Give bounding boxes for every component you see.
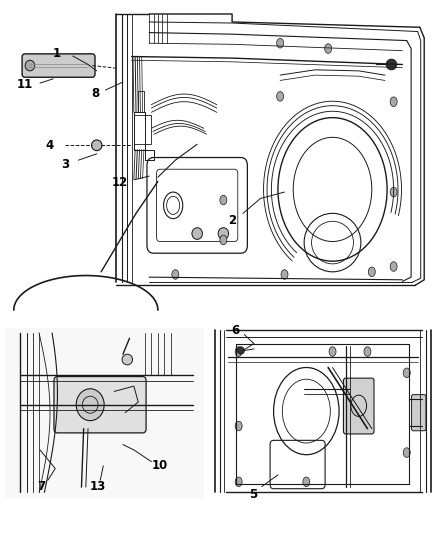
Text: 7: 7 bbox=[37, 480, 45, 493]
Ellipse shape bbox=[277, 38, 284, 48]
FancyBboxPatch shape bbox=[343, 378, 374, 434]
Text: 4: 4 bbox=[46, 139, 54, 152]
Ellipse shape bbox=[192, 228, 202, 239]
Ellipse shape bbox=[122, 354, 133, 365]
Text: 12: 12 bbox=[111, 176, 127, 189]
Text: 1: 1 bbox=[53, 47, 60, 60]
Ellipse shape bbox=[390, 97, 397, 107]
Text: 13: 13 bbox=[89, 480, 106, 493]
Ellipse shape bbox=[277, 92, 284, 101]
Ellipse shape bbox=[25, 60, 35, 71]
Text: 3: 3 bbox=[61, 158, 69, 171]
Ellipse shape bbox=[76, 389, 104, 421]
Text: 2: 2 bbox=[228, 214, 236, 227]
Ellipse shape bbox=[386, 59, 397, 70]
Text: 6: 6 bbox=[231, 324, 240, 337]
Ellipse shape bbox=[235, 477, 242, 487]
Ellipse shape bbox=[368, 267, 375, 277]
FancyBboxPatch shape bbox=[412, 394, 426, 431]
Ellipse shape bbox=[281, 270, 288, 279]
Ellipse shape bbox=[220, 195, 227, 205]
Ellipse shape bbox=[235, 421, 242, 431]
FancyBboxPatch shape bbox=[22, 54, 95, 77]
FancyBboxPatch shape bbox=[5, 328, 204, 498]
Text: 5: 5 bbox=[249, 488, 257, 500]
Ellipse shape bbox=[329, 347, 336, 357]
Ellipse shape bbox=[403, 448, 410, 457]
Ellipse shape bbox=[325, 44, 332, 53]
Text: 8: 8 bbox=[91, 87, 99, 100]
Text: 11: 11 bbox=[17, 78, 33, 91]
Ellipse shape bbox=[237, 347, 244, 354]
Ellipse shape bbox=[390, 262, 397, 271]
FancyBboxPatch shape bbox=[54, 376, 146, 433]
Ellipse shape bbox=[364, 347, 371, 357]
Ellipse shape bbox=[403, 368, 410, 377]
Ellipse shape bbox=[303, 477, 310, 487]
Ellipse shape bbox=[92, 140, 102, 151]
Text: 10: 10 bbox=[152, 459, 168, 472]
Ellipse shape bbox=[220, 235, 227, 245]
Ellipse shape bbox=[172, 270, 179, 279]
Ellipse shape bbox=[390, 187, 397, 197]
Ellipse shape bbox=[235, 347, 242, 357]
Ellipse shape bbox=[218, 228, 229, 239]
